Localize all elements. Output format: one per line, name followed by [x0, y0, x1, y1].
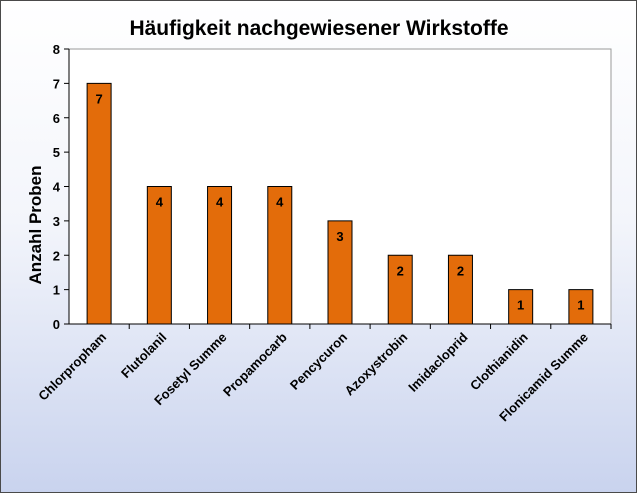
data-label: 2: [397, 263, 404, 278]
bar: [387, 254, 413, 325]
y-tick-label: 0: [53, 317, 60, 332]
y-tick-label: 8: [53, 42, 60, 57]
y-axis-ticks: 0 1 2 3 4 5 6 7 8: [53, 42, 69, 332]
bar: [508, 289, 534, 325]
y-axis-label: Anzahl Proben: [26, 165, 45, 284]
y-tick-label: 2: [53, 248, 60, 263]
x-tick-label: Flutolanil: [118, 330, 169, 381]
y-tick-label: 5: [53, 145, 60, 160]
data-label: 4: [216, 195, 224, 210]
y-tick-label: 1: [53, 283, 60, 298]
bar: [447, 254, 473, 325]
data-labels: 7 4 4 4 3 2 2 1 1: [95, 91, 584, 312]
y-tick-label: 6: [53, 111, 60, 126]
y-tick-label: 4: [53, 180, 61, 195]
x-tick-label: Chlorpropham: [35, 330, 109, 404]
data-label: 4: [276, 195, 284, 210]
bar: [86, 82, 112, 325]
data-label: 2: [457, 263, 464, 278]
data-label: 4: [156, 195, 164, 210]
x-tick-label: Propamocarb: [220, 329, 290, 399]
x-tick-label: Clothianidin: [467, 329, 531, 393]
y-tick-label: 7: [53, 76, 60, 91]
chart-title: Häufigkeit nachgewiesener Wirkstoffe: [129, 17, 508, 40]
x-tick-label: Pencycuron: [287, 329, 350, 392]
data-label: 1: [577, 298, 584, 313]
data-label: 1: [517, 298, 524, 313]
y-tick-label: 3: [53, 214, 60, 229]
data-label: 3: [336, 229, 343, 244]
x-tick-label: Azoxystrobin: [342, 329, 411, 398]
bar-series: [86, 82, 594, 325]
data-label: 7: [95, 91, 102, 106]
x-tick-label: Imidacloprid: [405, 329, 470, 394]
